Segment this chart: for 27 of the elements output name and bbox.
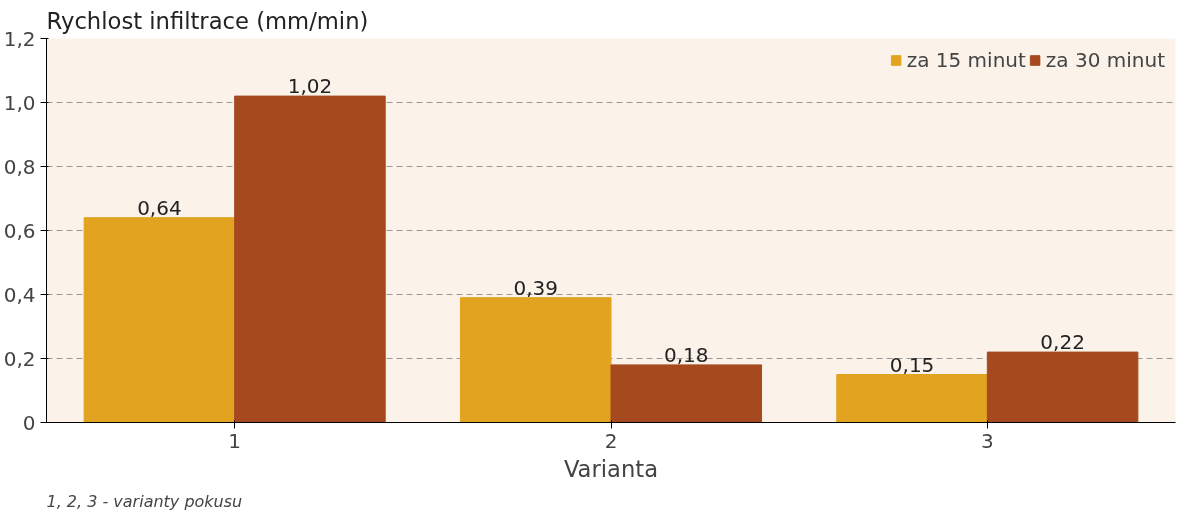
y-tick-label: 1,2: [3, 26, 36, 51]
y-axis-title: Rychlost infiltrace (mm/min): [46, 7, 369, 34]
bar: [83, 217, 236, 423]
y-tick-label: 0,8: [3, 154, 36, 179]
y-tick-label: 1,0: [3, 90, 36, 115]
data-label: 0,22: [1040, 330, 1085, 355]
x-tick-label: 1: [228, 428, 242, 453]
y-tick-label: 0: [22, 410, 36, 435]
x-tick-label: 3: [980, 428, 994, 453]
x-tick-label: 2: [604, 428, 618, 453]
data-label: 1,02: [287, 74, 333, 99]
bar: [234, 95, 386, 423]
data-label: 0,15: [889, 352, 935, 377]
data-label: 0,18: [664, 342, 709, 367]
legend-label: za 30 minut: [1045, 48, 1165, 72]
bar: [610, 364, 763, 423]
legend-label: za 15 minut: [906, 48, 1026, 72]
data-label: 0,64: [137, 195, 182, 220]
bar: [986, 351, 1139, 423]
y-tick-label: 0,6: [3, 218, 36, 243]
bar: [459, 297, 612, 423]
x-axis-title: Varianta: [563, 455, 659, 482]
y-tick-label: 0,4: [3, 282, 36, 307]
data-label: 0,39: [513, 275, 558, 300]
text: 1, 2, 3 - varianty pokusu: [46, 491, 243, 511]
bar: [836, 374, 988, 423]
y-tick-label: 0,2: [3, 346, 36, 371]
